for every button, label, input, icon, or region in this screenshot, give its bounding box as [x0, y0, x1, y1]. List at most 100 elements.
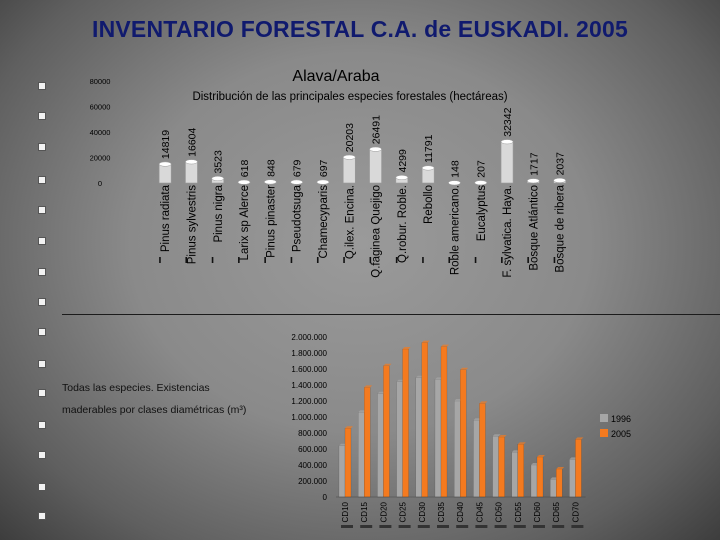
bar-1996	[492, 436, 499, 498]
category-label: CD20	[379, 501, 388, 522]
bullet-icon	[38, 268, 46, 276]
category-label: Q.faginea Quejigo	[371, 185, 383, 278]
legend-label-1996: 1996	[611, 414, 631, 424]
category-marker	[211, 257, 214, 263]
category-label: CD30	[418, 501, 427, 522]
bar-cap	[527, 178, 540, 184]
bar-cap	[185, 159, 198, 165]
category-label: CD55	[514, 501, 523, 522]
category-marker	[437, 525, 449, 528]
category-marker	[290, 257, 293, 263]
data-label: 20203	[344, 123, 356, 152]
category-label: Pseudotsuga	[292, 184, 304, 252]
category-marker	[571, 525, 584, 528]
data-label: 4299	[397, 149, 409, 173]
category-marker	[185, 257, 188, 263]
category-label: CD50	[495, 501, 504, 522]
category-marker	[501, 257, 503, 263]
data-label: 16604	[186, 127, 198, 156]
bar-cap	[316, 179, 330, 185]
bullet-icon	[38, 451, 46, 459]
category-marker	[398, 525, 411, 528]
y-tick-label: 200.000	[298, 477, 327, 486]
category-marker	[341, 525, 353, 528]
bar-2005	[556, 468, 563, 498]
category-label: CD25	[399, 501, 408, 522]
category-marker	[316, 257, 319, 263]
category-label: CD70	[571, 501, 580, 522]
data-label: 3523	[213, 150, 225, 174]
bar-top-2005	[421, 340, 430, 343]
bullet-icon	[38, 328, 46, 336]
bar-cap	[158, 161, 172, 167]
category-label: Bosque de ribera	[555, 184, 567, 272]
category-marker	[343, 257, 345, 263]
chart2-caption-line2: maderables por clases diamétricas (m³)	[62, 404, 247, 416]
bar-cap	[264, 179, 277, 185]
category-label: CD40	[456, 501, 465, 522]
bar-2005	[402, 348, 409, 498]
data-label: 148	[449, 160, 461, 178]
bar-1996	[415, 377, 422, 498]
legend-swatch-2005	[600, 429, 608, 437]
bullet-icon	[38, 360, 46, 368]
bar-1996	[434, 379, 442, 498]
bar-cap	[343, 154, 356, 160]
category-label: Bosque Atlántico	[528, 185, 540, 271]
data-label: 618	[239, 160, 251, 178]
bar-top-2005	[556, 467, 565, 469]
y-tick-label: 2.000.000	[291, 333, 327, 342]
category-label: F. sylvatica. Haya.	[502, 185, 514, 278]
data-label: 11791	[423, 134, 435, 163]
bar-cap	[421, 165, 435, 171]
category-marker	[360, 525, 373, 528]
bar-top-2005	[345, 426, 353, 429]
bar-2005	[517, 444, 524, 498]
chart-title: Alava/Araba	[292, 68, 379, 85]
category-marker	[395, 257, 398, 263]
category-marker	[456, 525, 469, 528]
data-label: 207	[476, 160, 488, 178]
category-marker	[552, 525, 565, 528]
bar-2005	[575, 439, 582, 498]
y-tick-label: 80000	[90, 77, 111, 86]
category-marker	[264, 257, 266, 263]
category-label: CD10	[341, 501, 350, 522]
legend-label-2005: 2005	[611, 429, 631, 439]
bullet-icon	[38, 389, 46, 397]
category-label: Pinus radiata	[160, 184, 172, 252]
bar-2005	[498, 436, 505, 498]
category-marker	[513, 525, 526, 528]
bar-2005	[460, 369, 467, 498]
y-tick-label: 1.400.000	[291, 381, 327, 390]
bullet-icon	[38, 237, 46, 245]
bar-1996	[358, 412, 365, 498]
bar-top-2005	[441, 344, 449, 347]
bar-2005	[479, 403, 486, 498]
legend-swatch-1996	[600, 414, 608, 422]
bar-2005	[344, 428, 352, 498]
y-tick-label: 40000	[90, 128, 111, 137]
chart-subtitle: Distribución de las principales especies…	[192, 91, 507, 103]
y-tick-label: 1.800.000	[291, 349, 327, 358]
category-label: Pinus sylvestris	[186, 185, 198, 264]
bullet-icon	[38, 143, 46, 151]
category-label: CD60	[533, 501, 542, 522]
bar-top-2005	[498, 435, 507, 437]
y-tick-label: 20000	[90, 154, 111, 163]
category-marker	[448, 257, 451, 263]
slide-title: INVENTARIO FORESTAL C.A. de EUSKADI. 200…	[91, 16, 628, 42]
bar-cap	[500, 139, 514, 145]
bullet-icon	[38, 421, 46, 429]
bar-1996	[511, 452, 518, 498]
y-tick-label: 0	[98, 179, 102, 188]
bar-1996	[454, 400, 461, 498]
category-label: Rebollo	[423, 185, 435, 224]
bar-cap	[369, 146, 382, 152]
y-tick-label: 0	[323, 493, 328, 502]
bar-cap	[474, 180, 487, 186]
category-label: CD45	[475, 501, 484, 522]
category-marker	[369, 257, 372, 263]
bullet-icon	[38, 483, 46, 491]
